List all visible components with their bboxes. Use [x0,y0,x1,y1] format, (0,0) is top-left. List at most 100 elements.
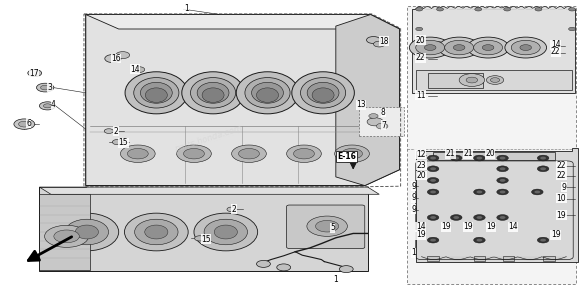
Ellipse shape [214,225,237,239]
Polygon shape [336,14,400,186]
Circle shape [540,167,546,170]
Text: 8: 8 [381,108,386,117]
Ellipse shape [190,77,236,108]
Text: 18: 18 [379,37,389,46]
Ellipse shape [245,77,290,108]
Circle shape [277,264,291,271]
Circle shape [195,236,205,241]
Text: 4: 4 [51,100,56,110]
Text: 16: 16 [111,54,121,63]
Circle shape [537,166,549,172]
Ellipse shape [134,219,178,245]
Circle shape [453,157,459,160]
Circle shape [367,118,383,126]
Ellipse shape [301,77,346,108]
Circle shape [453,216,459,219]
Circle shape [497,189,508,195]
Circle shape [467,37,509,58]
Circle shape [475,8,482,11]
Circle shape [486,76,504,84]
Circle shape [416,40,445,55]
Circle shape [450,215,462,220]
Circle shape [373,41,385,47]
Circle shape [430,179,436,182]
Circle shape [127,148,148,159]
Circle shape [177,145,211,162]
FancyBboxPatch shape [474,256,485,261]
Text: 12: 12 [416,150,425,159]
Text: 1: 1 [333,275,338,284]
Text: 9: 9 [411,182,416,191]
Circle shape [339,266,353,273]
Text: 19: 19 [463,222,473,231]
Polygon shape [39,187,379,194]
Circle shape [427,166,439,172]
Circle shape [287,145,321,162]
FancyBboxPatch shape [503,256,514,261]
Circle shape [466,77,478,83]
Circle shape [438,37,480,58]
Circle shape [537,237,549,243]
Circle shape [232,145,266,162]
Circle shape [376,123,388,129]
Polygon shape [416,148,578,262]
Circle shape [19,121,30,127]
Ellipse shape [292,72,354,114]
Ellipse shape [125,72,188,114]
Text: 1: 1 [411,248,416,258]
Circle shape [427,237,439,243]
Text: 14: 14 [416,222,426,231]
Ellipse shape [197,82,229,103]
Circle shape [28,70,42,77]
Circle shape [474,237,485,243]
Circle shape [437,8,444,11]
Polygon shape [412,9,575,93]
Circle shape [511,40,540,55]
Circle shape [459,74,485,86]
Circle shape [427,155,439,161]
Text: 22: 22 [551,47,560,56]
Circle shape [39,102,56,110]
Ellipse shape [182,72,244,114]
Ellipse shape [236,72,299,114]
Text: 19: 19 [416,230,426,240]
Ellipse shape [124,213,188,251]
Circle shape [540,157,546,160]
Text: 19: 19 [486,222,496,231]
Circle shape [342,148,362,159]
Circle shape [535,8,542,11]
Circle shape [427,177,439,183]
Ellipse shape [194,213,258,251]
Text: 17: 17 [29,68,39,78]
Ellipse shape [312,88,334,102]
Circle shape [497,215,508,220]
Circle shape [430,167,436,170]
Text: 15: 15 [201,235,211,244]
Circle shape [256,260,270,267]
Circle shape [477,216,482,219]
Circle shape [500,157,505,160]
Circle shape [500,191,505,193]
Text: 2: 2 [232,205,236,214]
Circle shape [497,177,508,183]
Polygon shape [39,187,368,271]
Circle shape [424,45,436,50]
Circle shape [227,207,236,212]
Circle shape [477,239,482,242]
Text: 19: 19 [441,222,451,231]
Circle shape [490,78,500,82]
Circle shape [416,8,423,11]
Circle shape [369,114,378,118]
Text: 5: 5 [330,223,335,232]
Ellipse shape [251,82,284,103]
Ellipse shape [256,88,278,102]
Circle shape [450,155,462,161]
FancyBboxPatch shape [407,6,576,284]
Circle shape [482,45,494,50]
Circle shape [430,239,436,242]
Text: 14: 14 [130,64,140,74]
Text: 19: 19 [556,211,566,220]
Text: E-16: E-16 [337,152,356,161]
Circle shape [474,155,485,161]
Circle shape [409,37,451,58]
